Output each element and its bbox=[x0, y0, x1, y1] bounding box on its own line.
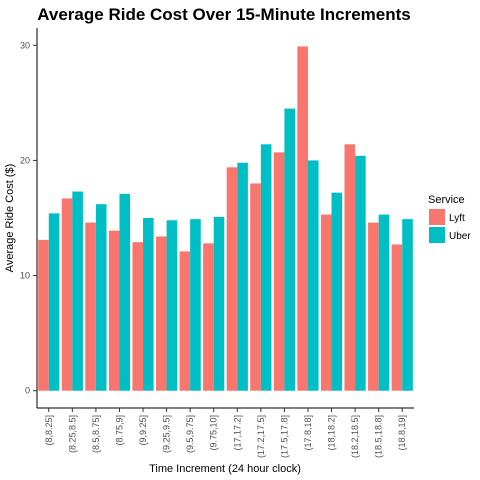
bars-layer bbox=[38, 46, 413, 391]
x-tick-label: (8.75,9] bbox=[114, 415, 124, 446]
x-tick-label: (9.5,9.75] bbox=[185, 415, 195, 453]
bar-uber bbox=[355, 155, 366, 391]
x-tick-label: (18.8,19] bbox=[397, 415, 407, 451]
legend: Service Lyft Uber bbox=[428, 194, 471, 243]
x-tick-label: (17.2,17.5] bbox=[256, 415, 266, 458]
bar-uber bbox=[72, 191, 83, 391]
x-ticks-layer: (8,8.25] (8.25,8.5] (8.5,8.75] (8.75,9] (9,9… bbox=[44, 408, 407, 458]
bar-uber bbox=[166, 220, 178, 391]
bar-lyft bbox=[368, 222, 379, 391]
bar-uber bbox=[378, 214, 390, 391]
bar-uber bbox=[143, 218, 154, 391]
legend-label-uber: Uber bbox=[449, 231, 471, 242]
bar-lyft bbox=[155, 236, 167, 391]
y-tick-label: 30 bbox=[20, 40, 30, 50]
bar-lyft bbox=[203, 243, 214, 391]
y-tick-label: 0 bbox=[25, 386, 30, 396]
x-tick-label: (18.2,18.5] bbox=[350, 415, 360, 458]
y-axis-title: Average Ride Cost ($) bbox=[4, 164, 16, 273]
x-axis-title: Time Increment (24 hour clock) bbox=[149, 463, 301, 475]
bar-lyft bbox=[297, 46, 308, 391]
legend-label-lyft: Lyft bbox=[449, 213, 465, 224]
bar-uber bbox=[119, 193, 131, 391]
bar-lyft bbox=[38, 239, 49, 391]
y-tick-label: 20 bbox=[20, 155, 30, 165]
bar-lyft bbox=[226, 167, 238, 391]
bar-uber bbox=[284, 108, 296, 391]
x-tick-label: (8.25,8.5] bbox=[67, 415, 77, 453]
x-tick-label: (9,9.25] bbox=[138, 415, 148, 446]
chart-title: Average Ride Cost Over 15-Minute Increme… bbox=[37, 5, 411, 24]
legend-title: Service bbox=[428, 194, 465, 206]
bar-uber bbox=[213, 216, 225, 391]
x-tick-label: (18.5,18.8] bbox=[374, 415, 384, 458]
x-tick-label: (8.5,8.75] bbox=[91, 415, 101, 453]
bar-lyft bbox=[344, 144, 356, 391]
bar-uber bbox=[237, 162, 248, 391]
bar-lyft bbox=[273, 152, 285, 391]
bar-uber bbox=[260, 144, 272, 391]
x-tick-label: (9.75,10] bbox=[209, 415, 219, 451]
x-tick-label: (9.25,9.5] bbox=[162, 415, 172, 453]
bar-uber bbox=[402, 219, 413, 391]
bar-lyft bbox=[132, 242, 144, 391]
x-tick-label: (17.5,17.8] bbox=[279, 415, 289, 458]
bar-lyft bbox=[108, 230, 120, 391]
bar-lyft bbox=[85, 222, 96, 391]
x-tick-label: (17.8,18] bbox=[303, 415, 313, 451]
bar-lyft bbox=[61, 198, 73, 391]
x-tick-label: (17,17.2] bbox=[232, 415, 242, 451]
legend-swatch-lyft bbox=[429, 209, 445, 225]
x-tick-label: (8,8.25] bbox=[44, 415, 54, 446]
y-tick-label: 10 bbox=[20, 271, 30, 281]
bar-lyft bbox=[391, 244, 403, 391]
bar-uber bbox=[307, 160, 319, 391]
bar-uber bbox=[190, 219, 201, 391]
y-ticks-layer: 0 10 20 30 bbox=[20, 40, 37, 396]
legend-swatch-uber bbox=[429, 227, 445, 243]
bar-uber bbox=[331, 192, 343, 391]
bar-uber bbox=[95, 204, 107, 391]
x-tick-label: (18,18.2] bbox=[327, 415, 337, 451]
legend-items: Lyft Uber bbox=[429, 209, 471, 243]
bar-lyft bbox=[250, 183, 261, 391]
bar-lyft bbox=[179, 251, 191, 391]
bar-lyft bbox=[320, 214, 332, 391]
bar-uber bbox=[48, 213, 60, 391]
axes-layer bbox=[36, 28, 414, 409]
